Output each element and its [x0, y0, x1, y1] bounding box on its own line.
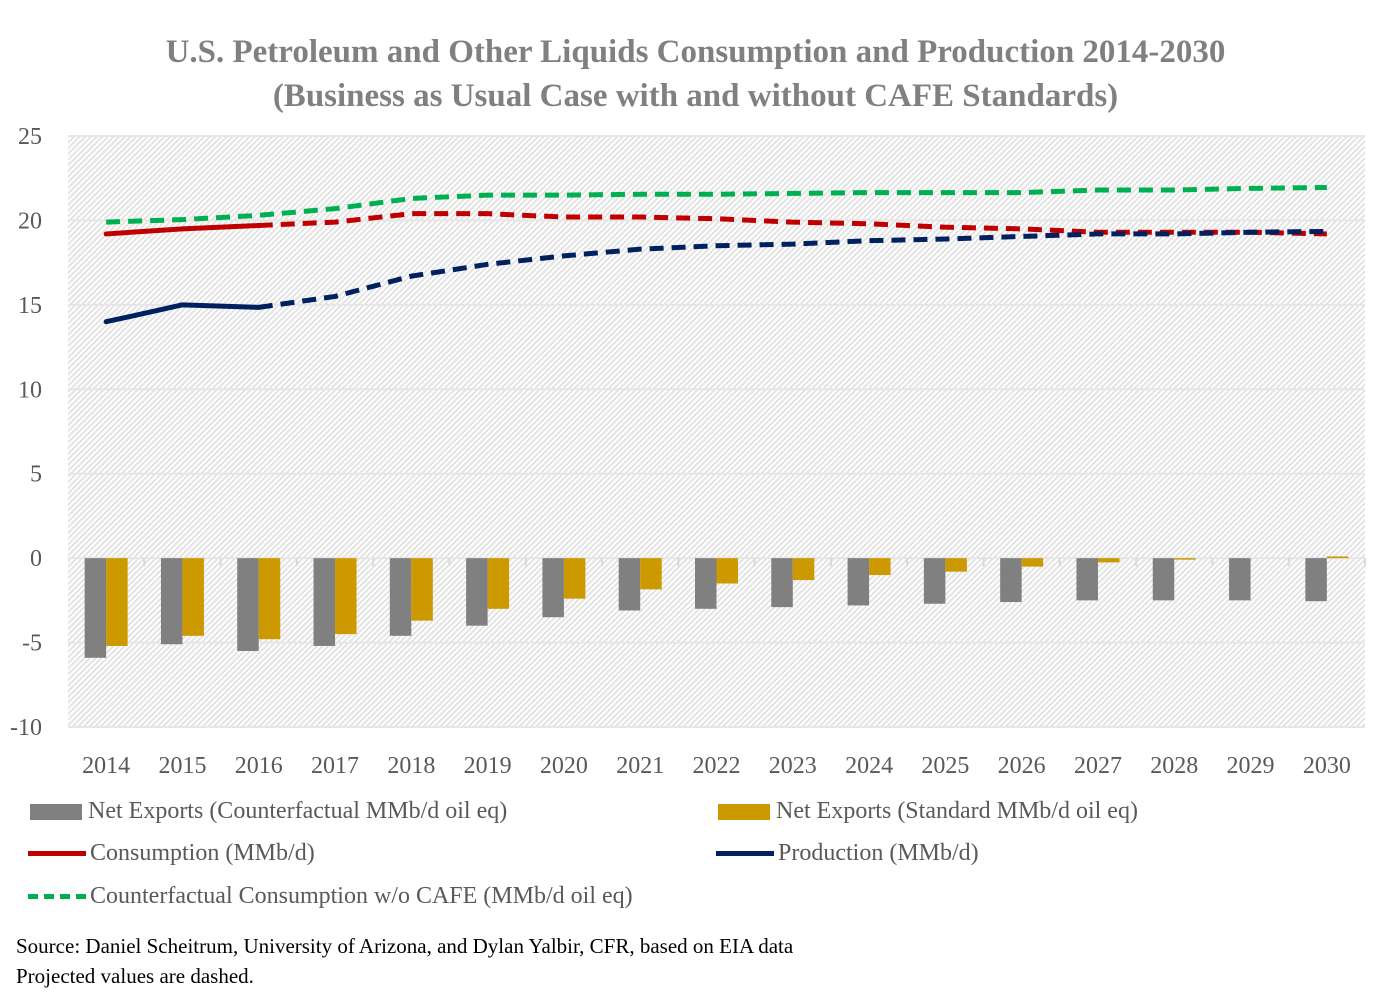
legend-consumption: Consumption (MMb/d) [28, 840, 315, 867]
bar-counterfactual-2030 [1305, 558, 1327, 602]
bar-standard-2030 [1326, 556, 1349, 559]
bar-counterfactual-2019 [466, 558, 488, 626]
source-note: Source: Daniel Scheitrum, University of … [16, 934, 794, 958]
bar-counterfactual-2025 [923, 558, 946, 604]
bar-counterfactual-2015 [160, 558, 183, 645]
bar-standard-2020 [563, 558, 586, 599]
x-tick-label: 2022 [693, 753, 741, 779]
bar-counterfactual-2028 [1152, 558, 1175, 601]
bar-counterfactual-2024 [847, 558, 870, 606]
legend-net-exports-standard: Net Exports (Standard MMb/d oil eq) [718, 798, 1138, 825]
bar-standard-2027 [1097, 558, 1120, 563]
production-line-projected [258, 228, 1327, 310]
legend-label: Production (MMb/d) [778, 840, 979, 866]
bar-standard-2017 [335, 558, 357, 635]
x-tick-label: 2027 [1074, 753, 1122, 779]
x-tick-label: 2021 [616, 753, 664, 779]
bar-counterfactual-2029 [1229, 558, 1251, 601]
x-tick-label: 2019 [464, 753, 512, 779]
x-tick-label: 2028 [1150, 753, 1198, 779]
x-tick-label: 2020 [540, 753, 588, 779]
legend-swatch [718, 803, 770, 820]
bar-counterfactual-2021 [618, 558, 641, 611]
y-tick-label: 25 [18, 124, 42, 150]
y-tick-label: 20 [18, 208, 42, 234]
legend-label: Counterfactual Consumption w/o CAFE (MMb… [90, 883, 633, 909]
bar-counterfactual-2020 [542, 558, 564, 618]
x-tick-label: 2018 [387, 753, 435, 779]
x-tick-label: 2014 [82, 753, 130, 779]
legend-counterfactual-consumption: Counterfactual Consumption w/o CAFE (MMb… [28, 883, 633, 910]
legend-swatch [716, 851, 774, 856]
x-tick-label: 2015 [158, 753, 206, 779]
bar-counterfactual-2026 [1000, 558, 1022, 603]
x-tick-label: 2023 [769, 753, 817, 779]
bar-standard-2024 [869, 558, 891, 576]
y-tick-label: -5 [22, 631, 42, 657]
bar-standard-2016 [258, 558, 281, 640]
chart-title: U.S. Petroleum and Other Liquids Consump… [165, 34, 1226, 70]
bar-counterfactual-2022 [695, 558, 717, 609]
y-tick-label: 5 [30, 462, 42, 488]
bar-standard-2023 [792, 558, 815, 581]
bar-counterfactual-2027 [1076, 558, 1098, 601]
legend-swatch [30, 803, 82, 820]
bar-standard-2019 [487, 558, 510, 609]
bar-counterfactual-2023 [771, 558, 793, 608]
x-tick-label: 2026 [998, 753, 1046, 779]
x-tick-label: 2030 [1303, 753, 1351, 779]
y-tick-label: 10 [18, 377, 42, 403]
legend-label: Net Exports (Standard MMb/d oil eq) [776, 798, 1138, 824]
bar-standard-2028 [1174, 558, 1196, 560]
bar-standard-2022 [716, 558, 738, 584]
bar-standard-2021 [640, 558, 662, 590]
y-tick-label: 0 [30, 546, 42, 572]
x-tick-label: 2025 [921, 753, 969, 779]
x-tick-label: 2029 [1227, 753, 1275, 779]
y-tick-label: -10 [10, 715, 42, 741]
chart-subtitle: (Business as Usual Case with and without… [272, 78, 1119, 114]
counterfactual-consumption-line-projected [106, 185, 1327, 225]
bar-counterfactual-2016 [237, 558, 259, 652]
legend-swatch [28, 851, 86, 856]
bar-counterfactual-2017 [313, 558, 336, 646]
bar-standard-2025 [945, 558, 967, 572]
bar-counterfactual-2018 [389, 558, 412, 636]
x-tick-label: 2016 [235, 753, 283, 779]
legend-production: Production (MMb/d) [716, 840, 979, 867]
legend-net-exports-counterfactual: Net Exports (Counterfactual MMb/d oil eq… [30, 798, 507, 825]
bar-standard-2015 [182, 558, 204, 636]
consumption-line-projected [258, 211, 1327, 237]
consumption-line-actual [103, 222, 262, 237]
legend-label: Net Exports (Counterfactual MMb/d oil eq… [88, 798, 508, 824]
production-line-actual [103, 302, 262, 325]
bar-counterfactual-2014 [84, 558, 107, 658]
projection-note: Projected values are dashed. [16, 964, 254, 988]
legend-swatch [28, 894, 86, 899]
bar-standard-2014 [106, 558, 128, 646]
legend-label: Consumption (MMb/d) [90, 840, 315, 866]
y-tick-label: 15 [18, 293, 42, 319]
x-tick-label: 2017 [311, 753, 359, 779]
bar-standard-2018 [411, 558, 433, 621]
x-tick-label: 2024 [845, 753, 893, 779]
bar-standard-2026 [1021, 558, 1044, 567]
